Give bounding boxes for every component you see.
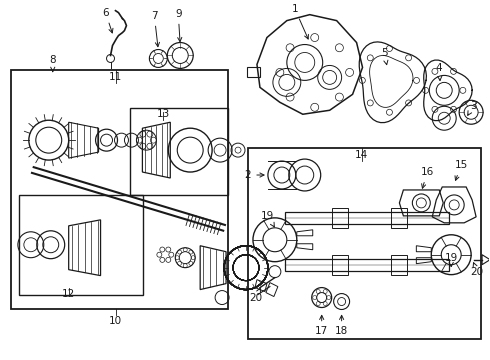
Bar [19,195,144,294]
Text: 10: 10 [109,316,122,327]
Text: 4: 4 [436,63,442,81]
Text: 17: 17 [315,315,328,336]
Text: 20: 20 [470,263,484,276]
Text: 9: 9 [175,9,182,42]
Bar [248,148,481,339]
Text: 19: 19 [261,211,274,227]
Text: 13: 13 [157,109,170,119]
Text: 15: 15 [455,160,468,180]
Text: 2: 2 [245,170,264,180]
Text: 8: 8 [49,55,56,72]
Text: 19: 19 [444,253,458,266]
Text: 18: 18 [335,315,348,336]
Text: 7: 7 [151,11,159,47]
Text: 3: 3 [467,101,476,115]
Bar [11,71,228,310]
Text: 11: 11 [109,72,122,82]
Text: 16: 16 [421,167,434,188]
Bar [130,108,228,195]
Text: 14: 14 [355,150,368,160]
Text: 20: 20 [249,287,263,302]
Text: 1: 1 [292,4,308,39]
Text: 12: 12 [62,289,75,298]
Text: 6: 6 [102,8,113,33]
Text: 5: 5 [381,49,388,65]
